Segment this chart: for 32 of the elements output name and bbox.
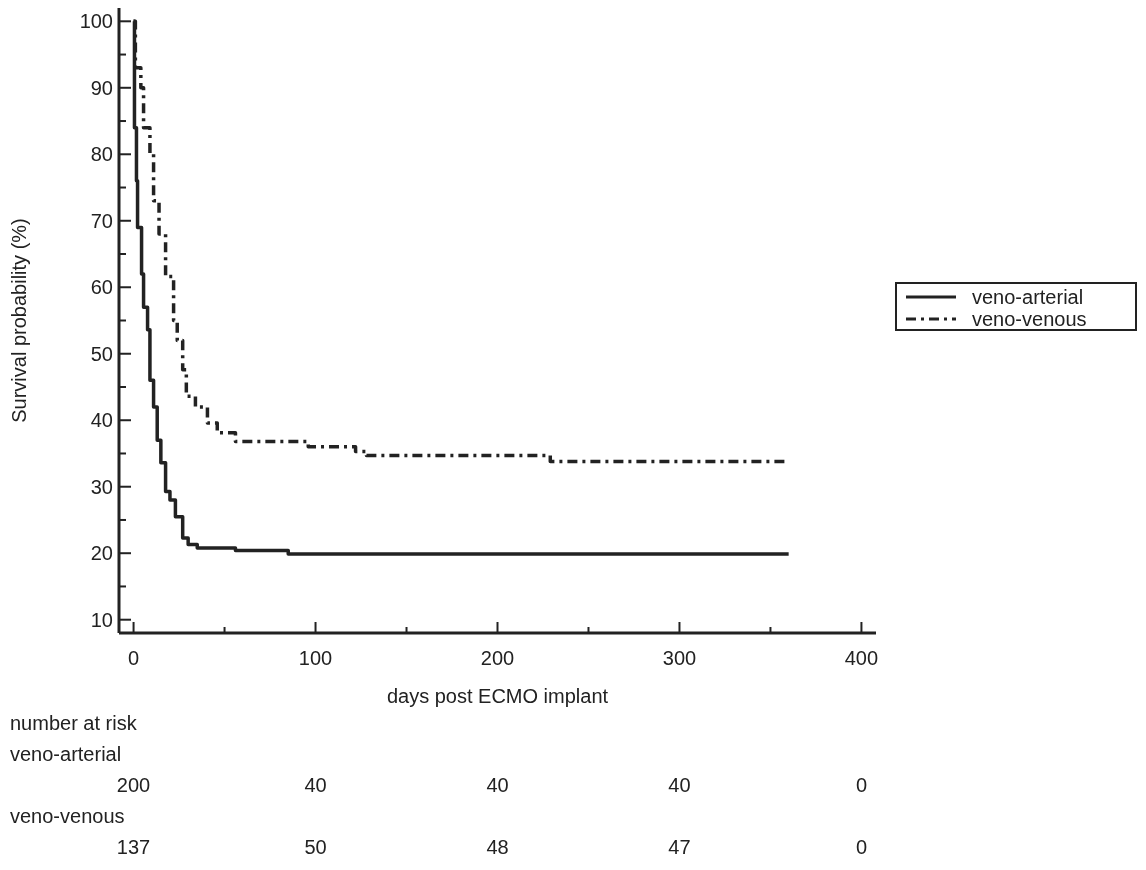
text: 47	[668, 836, 691, 858]
text: 40	[668, 774, 691, 796]
text: 0	[855, 836, 867, 858]
text: 50	[304, 836, 327, 858]
x-tick-label: 100	[298, 647, 333, 669]
text: 40	[304, 774, 327, 796]
legend-label: veno-venous	[972, 308, 1087, 330]
x-tick-label: 200	[480, 647, 515, 669]
y-tick-label: 70	[90, 209, 113, 232]
text: 0	[855, 774, 867, 796]
y-tick-label: 60	[90, 276, 113, 299]
text: number at risk	[10, 712, 138, 734]
text: veno-arterial	[10, 743, 122, 765]
y-tick-label: 20	[90, 542, 113, 565]
y-axis-title: Survival probability (%)	[8, 218, 30, 423]
x-tick-label: 0	[128, 647, 140, 669]
legend-label: veno-arterial	[972, 286, 1084, 308]
text: 40	[486, 774, 509, 796]
y-tick-label: 50	[90, 342, 113, 365]
text: 200	[116, 774, 151, 796]
y-tick-label: 100	[79, 10, 113, 33]
y-tick-label: 30	[90, 475, 113, 498]
y-tick-label: 90	[90, 76, 113, 99]
text: 137	[116, 836, 151, 858]
y-tick-label: 40	[90, 409, 113, 432]
x-tick-label: 300	[662, 647, 697, 669]
y-tick-label: 80	[90, 143, 113, 166]
y-tick-label: 10	[90, 608, 113, 631]
text: veno-venous	[10, 805, 125, 827]
x-axis-title: days post ECMO implant	[386, 685, 609, 707]
x-tick-label: 400	[844, 647, 879, 669]
text: 48	[486, 836, 509, 858]
